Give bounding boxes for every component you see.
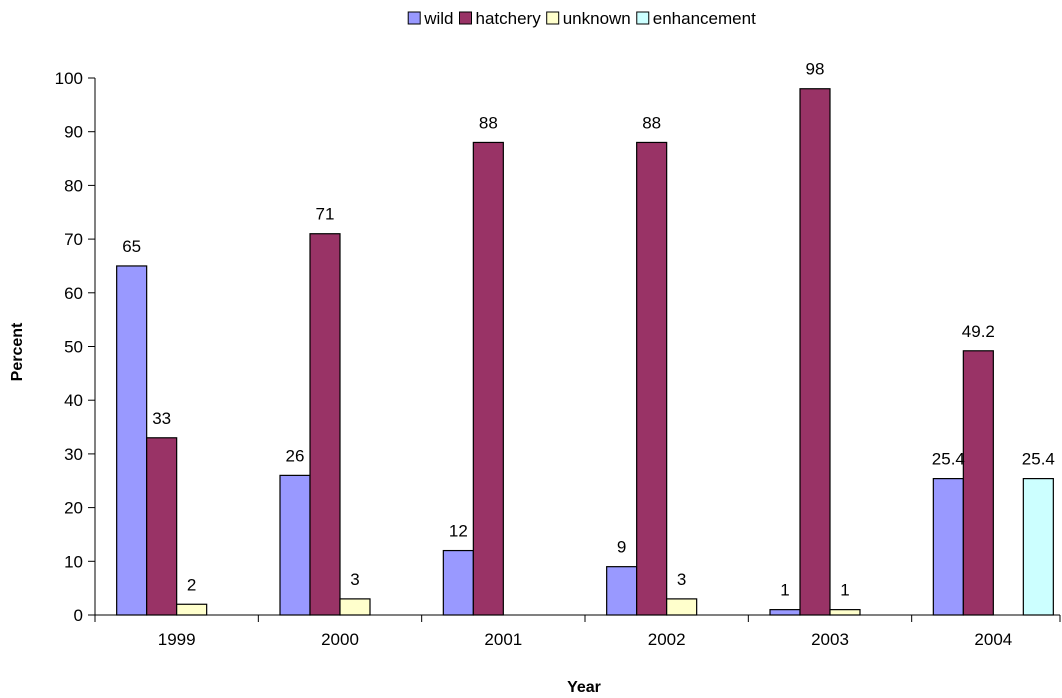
- y-tick-label: 80: [64, 176, 83, 195]
- legend-swatch: [459, 11, 472, 25]
- data-label-wild-2002: 9: [617, 538, 626, 557]
- y-axis: 0 10 20 30 40 50 60 70 80 90 100: [55, 69, 96, 625]
- y-tick-label: 90: [64, 123, 83, 142]
- y-tick-label: 30: [64, 445, 83, 464]
- data-label-unknown-2003: 1: [840, 581, 849, 600]
- data-label-hatchery-2002: 88: [642, 113, 661, 132]
- bar-wild-2000: [279, 474, 311, 616]
- bar-hatchery-1999: [146, 437, 178, 616]
- bars: [116, 88, 1054, 616]
- bar-hatchery-2001: [472, 141, 504, 616]
- bar-hatchery-2000: [309, 233, 341, 616]
- x-tick-label: 2001: [484, 630, 522, 649]
- legend-swatch: [546, 11, 560, 25]
- x-tick-label: 2000: [321, 630, 359, 649]
- bar-wild-2001: [442, 549, 474, 616]
- legend-label: wild: [423, 9, 453, 28]
- y-tick-label: 50: [64, 338, 83, 357]
- data-label-enhancement-2004: 25.4: [1022, 450, 1055, 469]
- legend-items: wild hatchery unknown enhancement: [407, 9, 756, 28]
- bar-unknown-2002: [666, 598, 698, 616]
- data-label-wild-2001: 12: [449, 522, 468, 541]
- legend-label: hatchery: [476, 9, 542, 28]
- bar-hatchery-2004: [962, 350, 994, 616]
- x-tick-label: 1999: [158, 630, 196, 649]
- data-label-hatchery-2001: 88: [479, 113, 498, 132]
- data-label-wild-1999: 65: [122, 237, 141, 256]
- y-tick-label: 20: [64, 499, 83, 518]
- legend: wild hatchery unknown enhancement: [407, 9, 756, 28]
- data-label-hatchery-2004: 49.2: [962, 322, 995, 341]
- x-tick-label: 2004: [974, 630, 1012, 649]
- y-tick-label: 0: [74, 606, 83, 625]
- legend-item-enhancement: enhancement: [636, 9, 756, 28]
- bar-enhancement-2004: [1022, 478, 1054, 616]
- data-label-unknown-2000: 3: [350, 570, 359, 589]
- y-tick-label: 10: [64, 552, 83, 571]
- x-tick-label: 2002: [648, 630, 686, 649]
- bar-unknown-1999: [176, 603, 208, 616]
- y-axis-title: Percent: [9, 322, 26, 381]
- y-tick-label: 100: [55, 69, 83, 88]
- bar-wild-2002: [606, 566, 638, 616]
- legend-label: unknown: [563, 9, 631, 28]
- data-label-wild-2003: 1: [780, 581, 789, 600]
- bar-hatchery-2002: [636, 141, 668, 616]
- plot-area: 0 10 20 30 40 50 60 70 80 90 100 1999 2000 2001 2002 2…: [55, 60, 1061, 649]
- legend-item-wild: wild: [407, 9, 454, 28]
- legend-swatch: [407, 11, 421, 25]
- bar-wild-1999: [116, 265, 148, 616]
- bar-wild-2003: [769, 609, 801, 616]
- legend-item-unknown: unknown: [546, 9, 631, 28]
- legend-label: enhancement: [653, 9, 756, 28]
- data-label-hatchery-1999: 33: [152, 409, 171, 428]
- data-label-unknown-2002: 3: [677, 570, 686, 589]
- x-tick-label: 2003: [811, 630, 849, 649]
- legend-item-hatchery: hatchery: [459, 9, 542, 28]
- y-tick-label: 40: [64, 391, 83, 410]
- x-axis: 1999 2000 2001 2002 2003 2004: [94, 614, 1061, 649]
- bar-wild-2004: [932, 478, 964, 616]
- data-label-wild-2000: 26: [286, 446, 305, 465]
- legend-swatch: [636, 11, 650, 25]
- bar-unknown-2003: [829, 609, 861, 616]
- data-label-unknown-1999: 2: [187, 575, 196, 594]
- x-axis-title: Year: [567, 679, 601, 696]
- bar-hatchery-2003: [799, 88, 831, 616]
- y-tick-label: 70: [64, 230, 83, 249]
- data-labels: 65 33 2 26 71 3 12 88 9 88 3 1 98 1 25.4 49.2 25.4: [122, 60, 1055, 600]
- data-label-hatchery-2003: 98: [806, 60, 825, 79]
- y-tick-label: 60: [64, 284, 83, 303]
- bar-unknown-2000: [339, 598, 371, 616]
- data-label-wild-2004: 25.4: [932, 450, 965, 469]
- data-label-hatchery-2000: 71: [316, 205, 335, 224]
